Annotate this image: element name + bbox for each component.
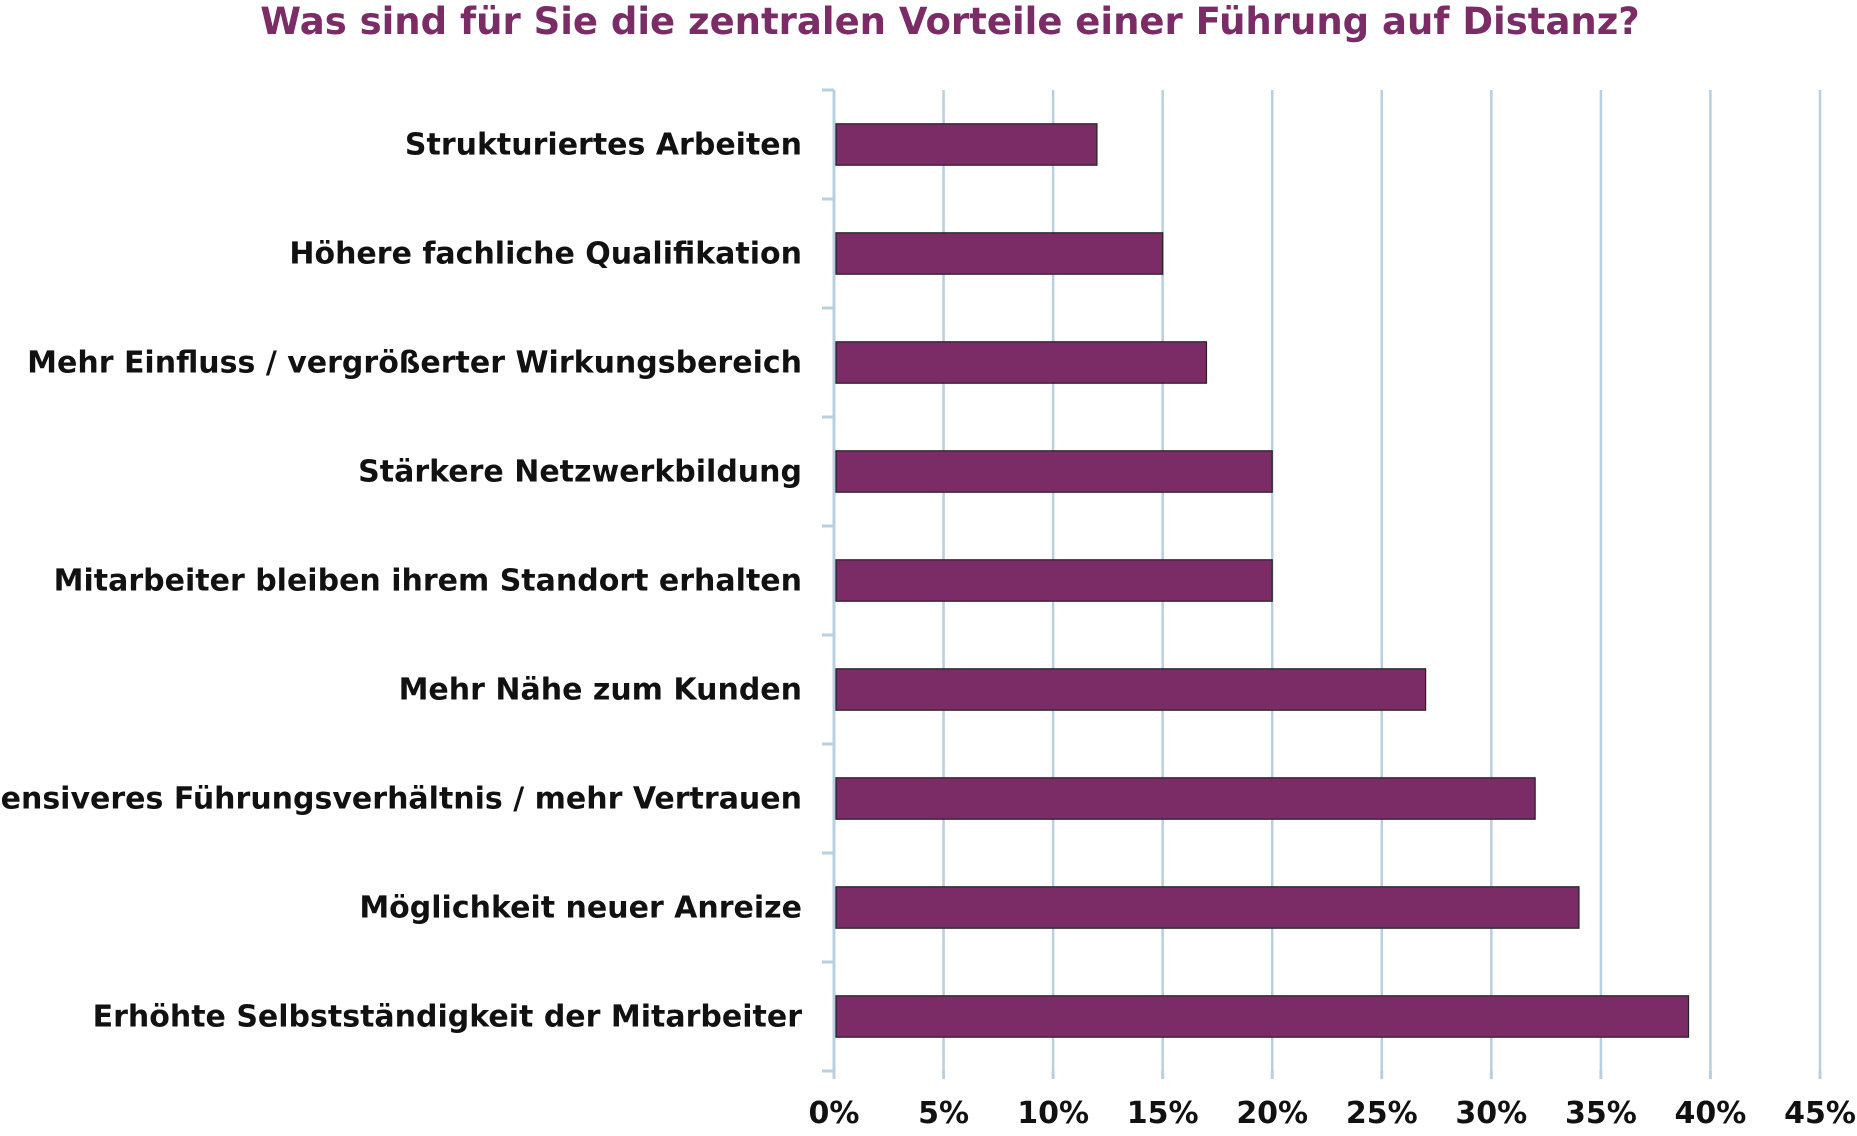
x-tick-label: 0% xyxy=(809,1096,860,1131)
bar xyxy=(835,341,1208,384)
category-label: Intensiveres Führungsverhältnis / mehr V… xyxy=(0,782,802,817)
y-axis xyxy=(822,88,1822,1079)
x-tick-label: 45% xyxy=(1784,1096,1856,1131)
bars xyxy=(835,123,1690,1038)
x-tick-label: 40% xyxy=(1675,1096,1747,1131)
x-tick-label: 20% xyxy=(1236,1096,1308,1131)
x-tick-label: 25% xyxy=(1346,1096,1418,1131)
bar xyxy=(835,668,1427,711)
category-label: Erhöhte Selbstständigkeit der Mitarbeite… xyxy=(93,1000,803,1035)
category-label: Mehr Einfluss / vergrößerter Wirkungsber… xyxy=(27,346,802,381)
bar xyxy=(835,450,1273,493)
category-label: Mehr Nähe zum Kunden xyxy=(399,673,802,708)
category-label: Möglichkeit neuer Anreize xyxy=(359,891,802,926)
chart-title: Was sind für Sie die zentralen Vorteile … xyxy=(260,0,1640,43)
bar xyxy=(835,995,1690,1038)
x-tick-label: 35% xyxy=(1565,1096,1637,1131)
bar xyxy=(835,123,1098,166)
x-tick-label: 15% xyxy=(1127,1096,1199,1131)
bar xyxy=(835,559,1273,602)
category-labels: Strukturiertes Arbeiten Höhere fachliche … xyxy=(0,128,802,1035)
x-tick-label: 30% xyxy=(1455,1096,1527,1131)
bar xyxy=(835,777,1536,820)
category-label: Stärkere Netzwerkbildung xyxy=(358,455,802,490)
bar xyxy=(835,886,1580,929)
bar xyxy=(835,232,1164,275)
category-label: Höhere fachliche Qualifikation xyxy=(289,237,802,272)
x-tick-label: 5% xyxy=(918,1096,969,1131)
x-tick-label: 10% xyxy=(1017,1096,1089,1131)
x-tick-labels: 0% 5% 10% 15% 20% 25% 30% 35% 40% 45% xyxy=(809,1096,1856,1131)
category-label: Mitarbeiter bleiben ihrem Standort erhal… xyxy=(54,564,802,599)
category-label: Strukturiertes Arbeiten xyxy=(405,128,802,163)
